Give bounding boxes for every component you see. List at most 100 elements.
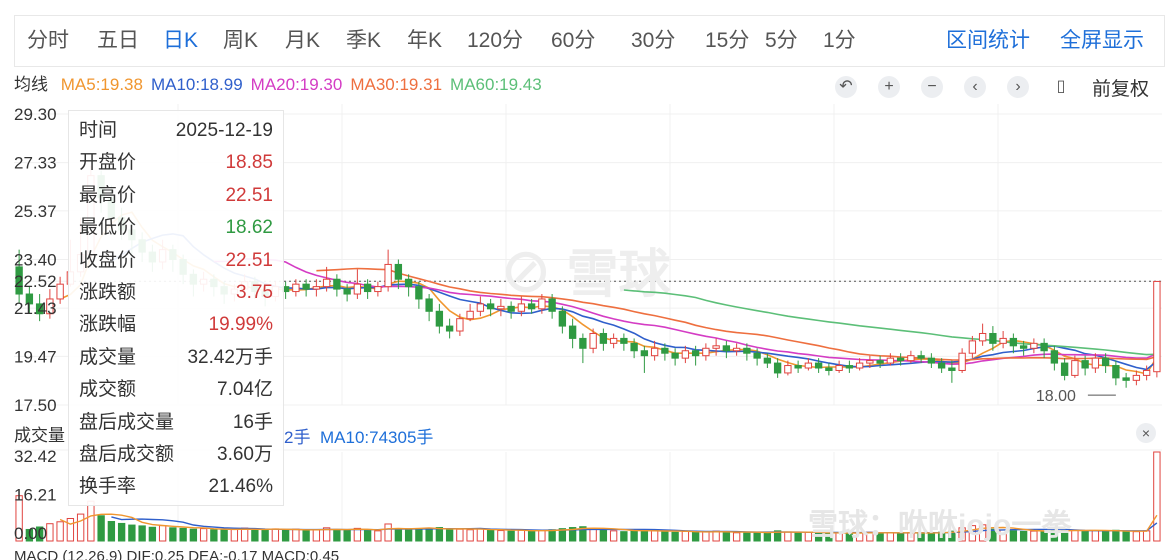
info-row: 最低价 18.62	[79, 212, 273, 244]
candle-body	[1132, 374, 1141, 381]
volume-bar	[620, 531, 628, 542]
volume-bar	[210, 529, 218, 542]
tab-5[interactable]: 季K	[346, 29, 382, 52]
ma60-line	[623, 289, 1157, 356]
candle-body	[958, 352, 966, 371]
volume-bar	[199, 528, 208, 542]
tab-10[interactable]: 15分	[705, 29, 750, 52]
volume-bar	[415, 528, 423, 542]
volume-bar	[763, 532, 772, 542]
price-tick-label: 29.30	[14, 105, 57, 124]
info-key: 换手率	[79, 476, 137, 498]
candle-body	[661, 347, 669, 354]
ma-legend-item: MA10:18.99	[150, 75, 243, 94]
zoom-in-icon[interactable]: +	[878, 76, 900, 98]
info-key: 最低价	[79, 217, 137, 239]
candle-body	[999, 337, 1007, 344]
candle-body	[425, 298, 433, 312]
volume-bar	[486, 529, 495, 542]
undo-icon[interactable]: ↶	[835, 76, 857, 98]
tab-12[interactable]: 1分	[823, 29, 856, 52]
volume-bar	[374, 530, 382, 542]
candle-body	[579, 337, 587, 349]
candle-body	[907, 355, 915, 362]
volume-bar	[1122, 531, 1130, 542]
info-value: 2025-12-19	[175, 120, 273, 141]
candle-icon[interactable]: ▯	[1056, 78, 1066, 95]
ma-legend-item: MA60:19.43	[450, 75, 542, 94]
candle-body	[978, 332, 987, 342]
volume-bar	[1050, 529, 1059, 542]
volume-bar	[271, 528, 280, 542]
volume-bar	[476, 528, 485, 542]
price-tick-label: 23.40	[14, 251, 57, 270]
candle-body	[855, 362, 864, 369]
candle-body	[374, 286, 382, 293]
volume-label: 成交量	[14, 426, 65, 445]
volume-bar	[671, 531, 679, 542]
volume-bar	[958, 527, 966, 542]
info-value: 18.85	[225, 152, 273, 174]
candle-body	[712, 345, 720, 349]
candle-body	[568, 325, 577, 339]
candle-body	[917, 355, 925, 359]
candle-body	[937, 362, 946, 369]
candle-body	[968, 340, 977, 354]
candle-body	[732, 347, 741, 352]
prev-icon[interactable]: ‹	[964, 76, 986, 98]
ma30-line	[316, 267, 1158, 361]
tab-0[interactable]: 分时	[27, 29, 69, 52]
info-value: 19.99%	[208, 314, 273, 336]
tab-4[interactable]: 月K	[285, 29, 321, 52]
candle-body	[476, 303, 485, 312]
volume-bar	[343, 529, 351, 542]
tab-7[interactable]: 120分	[467, 29, 524, 52]
volume-bar	[743, 531, 751, 542]
volume-bar	[35, 526, 44, 542]
volume-bar	[56, 521, 64, 542]
tab-9[interactable]: 30分	[631, 29, 676, 52]
candle-body	[630, 342, 638, 352]
fullscreen-link[interactable]: 全屏显示	[1060, 29, 1144, 52]
candle-body	[486, 303, 495, 310]
volume-bar	[353, 527, 362, 542]
candle-body	[743, 347, 751, 354]
volume-bar	[630, 530, 638, 542]
info-key: 涨跌幅	[79, 314, 137, 336]
candle-body	[804, 362, 813, 369]
volume-tick-label: 32.42	[14, 447, 57, 466]
tab-1[interactable]: 五日	[97, 29, 139, 52]
candle-body	[866, 360, 874, 364]
volume-bar	[25, 528, 34, 542]
volume-bar	[117, 522, 126, 542]
tab-11[interactable]: 5分	[765, 29, 798, 52]
tab-2[interactable]: 日K	[163, 29, 199, 52]
volume-bar	[507, 530, 515, 542]
price-adjust-toggle[interactable]: 前复权	[1092, 79, 1150, 100]
candle-body	[886, 357, 895, 364]
candle-body	[1060, 362, 1069, 376]
ma-legend: 均线 MA5:19.38 MA10:18.99 MA20:19.30 MA30:19.…	[14, 72, 558, 98]
candle-body	[517, 303, 526, 312]
tab-6[interactable]: 年K	[407, 29, 443, 52]
interval-stats-link[interactable]: 区间统计	[946, 29, 1030, 52]
ma-legend-label: 均线	[14, 75, 48, 94]
candle-body	[507, 305, 515, 312]
macd-header: MACD (12,26,9) DIF:0.25 DEA:-0.17 MACD:0…	[14, 548, 340, 560]
close-volume-icon[interactable]: ×	[1136, 423, 1156, 443]
volume-bar	[589, 527, 597, 542]
price-tick-label: 19.47	[14, 347, 57, 366]
volume-bar	[322, 527, 331, 542]
candle-body	[456, 318, 464, 332]
candle-body	[896, 357, 905, 362]
tab-8[interactable]: 60分	[551, 29, 596, 52]
volume-bar	[753, 531, 761, 542]
volume-bar	[640, 529, 649, 542]
candle-body	[302, 283, 310, 290]
tab-3[interactable]: 周K	[223, 29, 259, 52]
next-icon[interactable]: ›	[1007, 76, 1029, 98]
period-tab-bar: 分时 五日 日K 周K 月K 季K 年K 120分 60分 30分 15分 5分 1分 区间统计 全屏显…	[14, 15, 1165, 67]
zoom-out-icon[interactable]: −	[921, 76, 943, 98]
volume-bar	[466, 529, 474, 542]
volume-bar	[1091, 530, 1100, 542]
